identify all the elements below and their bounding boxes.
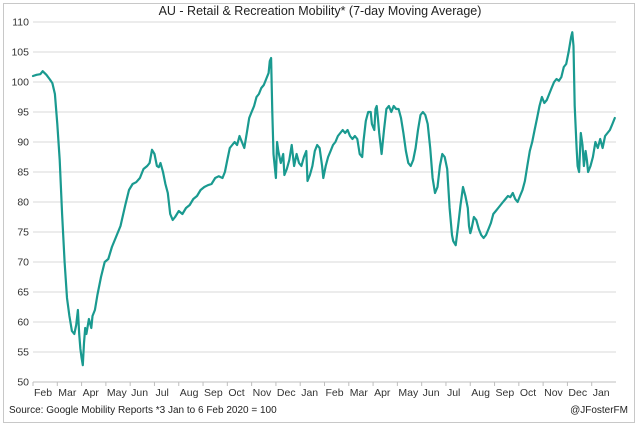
x-tick-label: Jul [155, 387, 168, 399]
x-tick-label: Oct [520, 387, 536, 399]
x-tick-label: Oct [228, 387, 244, 399]
x-tick-labels: Feb Mar Apr May Jun Jul Aug Sep Oct Nov Dec Jan Feb M… [34, 387, 610, 399]
y-tick-label: 85 [17, 167, 29, 179]
x-tick-label: Jan [301, 387, 318, 399]
y-tick-label: 75 [17, 227, 29, 239]
x-tick-label: Jun [131, 387, 148, 399]
series-layer [31, 31, 616, 367]
x-tick-label: Dec [568, 387, 587, 399]
y-tick-labels: 50 55 60 65 70 75 80 85 90 95 100 105 110 [11, 17, 29, 389]
author-credit: @JFosterFM [570, 405, 628, 416]
y-tick-label: 55 [17, 347, 29, 359]
series-line [31, 31, 616, 367]
x-tick-label: May [398, 387, 419, 399]
x-tick-label: Jan [593, 387, 610, 399]
x-tick-label: Mar [350, 387, 369, 399]
x-tick-label: Jul [447, 387, 460, 399]
y-tick-label: 90 [17, 137, 29, 149]
y-tick-label: 100 [11, 77, 29, 89]
y-tick-label: 60 [17, 317, 29, 329]
source-note: Source: Google Mobility Reports *3 Jan t… [9, 405, 277, 416]
x-tick-label: Dec [277, 387, 296, 399]
axes [32, 381, 616, 386]
x-tick-label: Jun [423, 387, 440, 399]
y-tick-label: 80 [17, 197, 29, 209]
y-tick-label: 95 [17, 107, 29, 119]
x-tick-label: Apr [83, 387, 100, 399]
chart-frame [3, 3, 635, 423]
x-tick-label: Feb [326, 387, 344, 399]
x-tick-label: Sep [204, 387, 223, 399]
x-tick-label: May [107, 387, 128, 399]
x-tick-label: Apr [374, 387, 391, 399]
y-tick-label: 70 [17, 257, 29, 269]
chart-title: AU - Retail & Recreation Mobility* (7-da… [158, 4, 482, 18]
x-tick-label: Nov [544, 387, 563, 399]
x-tick-label: Feb [34, 387, 52, 399]
x-tick-label: Sep [496, 387, 515, 399]
x-tick-label: Nov [253, 387, 272, 399]
y-tick-label: 50 [17, 377, 29, 389]
y-tick-label: 65 [17, 287, 29, 299]
gridlines [33, 21, 616, 353]
y-tick-label: 105 [11, 47, 29, 59]
y-tick-label: 110 [12, 17, 29, 29]
x-tick-label: Mar [58, 387, 77, 399]
x-tick-label: Aug [471, 387, 490, 399]
x-tick-label: Aug [180, 387, 199, 399]
